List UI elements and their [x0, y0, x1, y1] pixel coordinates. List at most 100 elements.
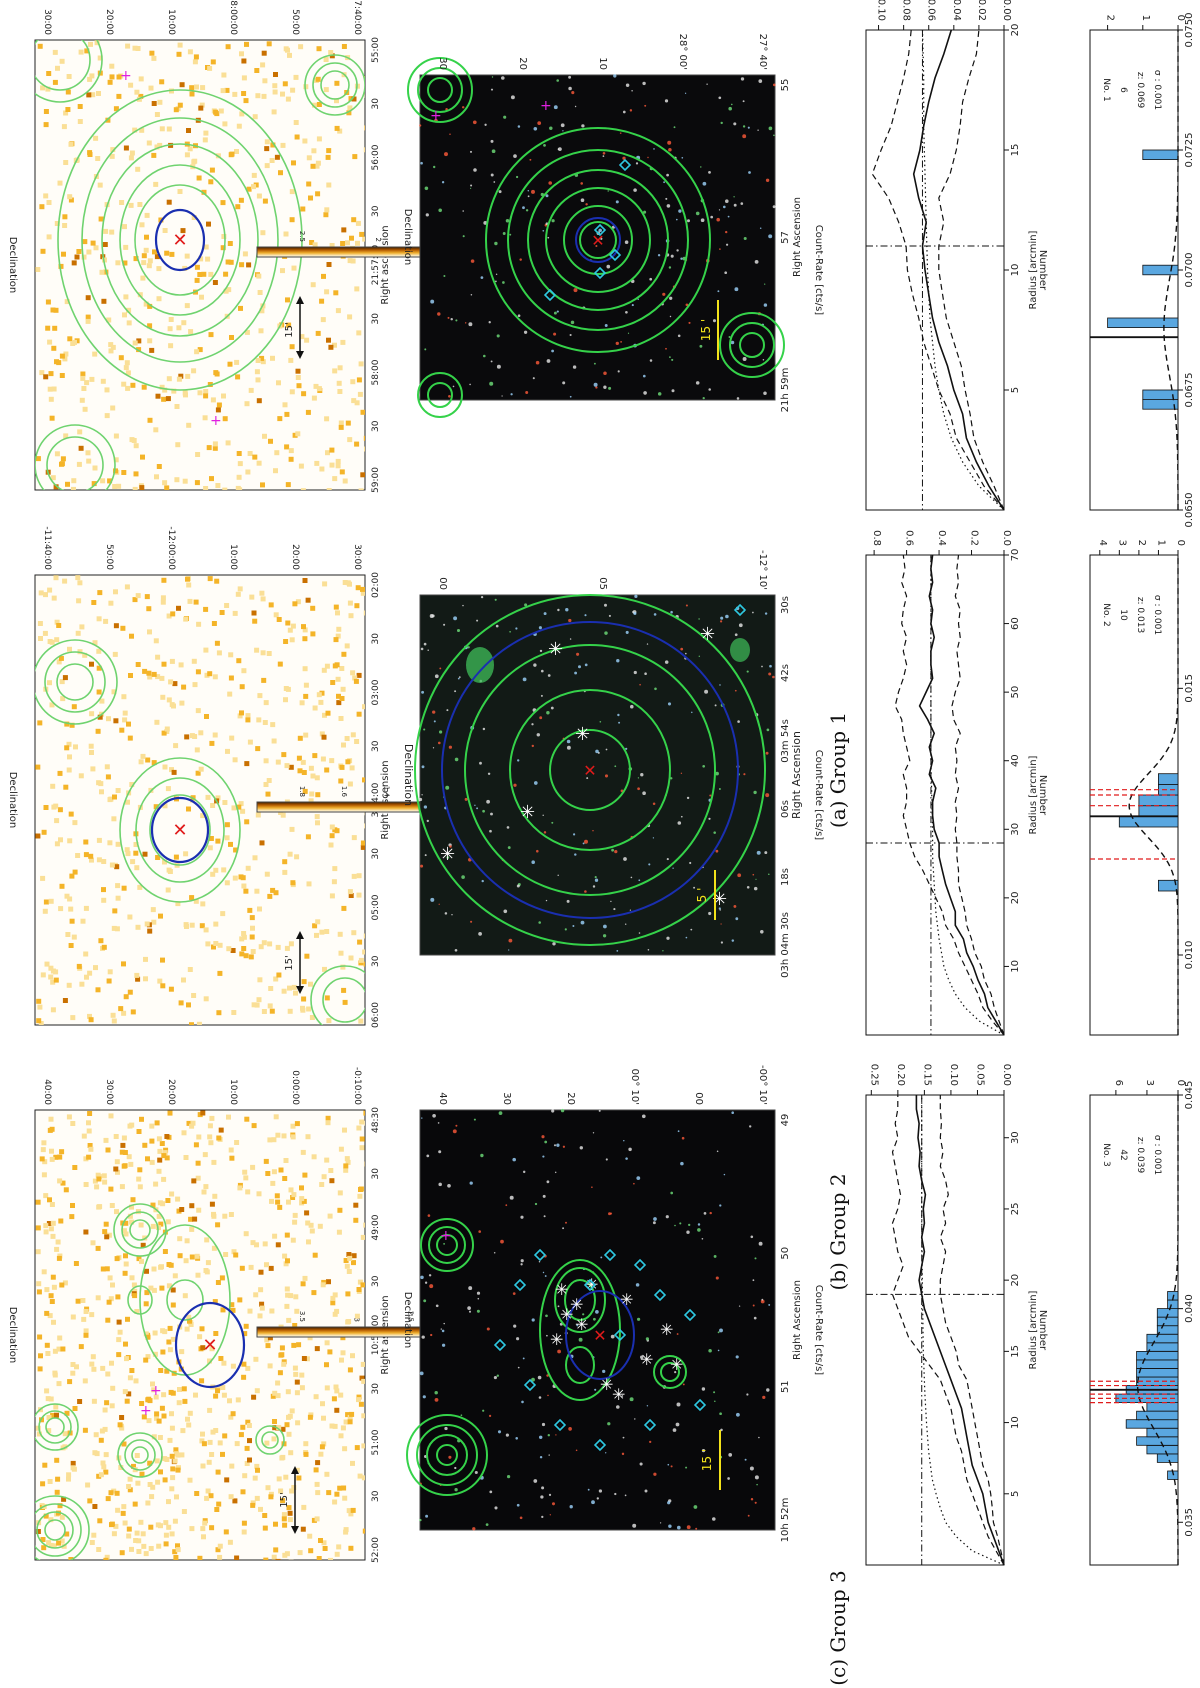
star — [700, 218, 705, 223]
star — [728, 106, 732, 111]
xray-pixel — [288, 1293, 294, 1299]
xray-pixel — [289, 637, 295, 643]
star — [676, 1402, 681, 1407]
star — [538, 1261, 541, 1263]
colorbar-tick-label: 2.5 — [298, 231, 306, 242]
xray-pixel — [56, 1540, 62, 1546]
star — [498, 1111, 503, 1115]
star — [489, 381, 494, 386]
xray-pixel — [262, 433, 267, 439]
star — [515, 175, 519, 179]
star — [742, 357, 747, 361]
xray-pixel — [98, 216, 104, 222]
xray-pixel — [98, 1437, 104, 1443]
ra-tick-label: 30 — [371, 1275, 381, 1287]
xray-pixel — [96, 616, 102, 622]
xray-pixel — [195, 708, 201, 714]
xray-pixel — [149, 1494, 155, 1500]
xray-pixel — [106, 1232, 112, 1238]
star — [420, 161, 423, 165]
star — [433, 720, 436, 723]
star — [490, 812, 493, 816]
star — [725, 243, 729, 246]
star — [735, 1412, 740, 1417]
xray-pixel — [268, 602, 274, 608]
xray-pixel — [324, 1471, 330, 1477]
xray-pixel — [197, 1334, 203, 1340]
star — [717, 290, 720, 293]
xray-pixel — [268, 438, 273, 444]
xray-pixel — [184, 734, 190, 740]
star — [494, 1506, 498, 1510]
xray-pixel — [176, 1400, 182, 1406]
star — [720, 620, 723, 623]
xray-pixel — [144, 212, 150, 218]
xray-pixel — [158, 1368, 164, 1373]
xray-pixel — [49, 702, 55, 708]
xray-pixel — [97, 55, 103, 61]
xray-pixel — [237, 586, 243, 592]
xray-pixel — [275, 759, 281, 765]
xray-pixel — [265, 1485, 271, 1491]
dec-tick-label: 10 — [597, 57, 608, 70]
xray-pixel — [66, 767, 72, 773]
y-tick-label: 2 — [1105, 15, 1116, 21]
xray-pixel — [120, 1510, 126, 1516]
xray-pixel — [142, 668, 148, 674]
xray-pixel — [108, 1186, 114, 1192]
xray-pixel — [364, 1120, 365, 1126]
star — [688, 321, 691, 324]
xray-pixel — [339, 666, 345, 671]
xray-pixel — [43, 1513, 49, 1519]
xray-pixel — [193, 898, 199, 904]
xray-pixel — [107, 840, 113, 846]
xray-pixel — [296, 1475, 302, 1481]
xray-pixel — [297, 768, 303, 774]
star — [763, 391, 767, 396]
xray-pixel — [186, 806, 191, 812]
xray-pixel — [244, 1461, 250, 1466]
star — [752, 1279, 755, 1282]
xray-pixel — [134, 1309, 140, 1314]
star — [426, 1154, 430, 1158]
star — [708, 171, 711, 174]
xray-pixel — [134, 1530, 140, 1536]
star — [533, 1479, 538, 1483]
xray-pixel — [71, 704, 77, 710]
xray-pixel — [162, 764, 168, 770]
star — [604, 631, 608, 635]
xray-pixel — [269, 1198, 274, 1204]
xray-pixel — [99, 789, 104, 795]
star-asterisks: ✳✳✳ ✳✳✳ ✳✳✳ ✳✳✳ — [550, 1275, 683, 1404]
svg-text:✳: ✳ — [570, 1295, 583, 1314]
xray-pixel — [282, 869, 288, 875]
star — [580, 198, 585, 202]
xray-pixel — [121, 1010, 127, 1016]
xray-pixel — [250, 1502, 256, 1508]
xray-pixel — [105, 117, 111, 123]
star — [427, 649, 429, 651]
star — [728, 336, 731, 338]
svg-text:✳: ✳ — [440, 844, 455, 865]
xray-pixel — [178, 373, 184, 379]
star — [769, 664, 772, 668]
xray-pixel — [334, 98, 339, 104]
histogram-bar — [1136, 1436, 1179, 1446]
star — [482, 809, 485, 813]
xray-pixel — [281, 1512, 287, 1518]
xray-pixel — [101, 887, 106, 893]
star — [629, 109, 633, 112]
star — [452, 385, 455, 388]
xray-pixel — [235, 1397, 241, 1403]
star — [617, 713, 620, 717]
xray-pixel — [287, 1008, 293, 1014]
xray-pixel — [114, 1256, 120, 1262]
star — [668, 148, 672, 152]
xray-pixel — [311, 1517, 317, 1523]
xray-pixel — [115, 895, 121, 901]
xray-contours — [35, 40, 365, 490]
y-axis-label: Count-Rate [cts/s] — [813, 750, 824, 841]
xray-pixel — [58, 837, 63, 843]
xray-pixel — [76, 963, 82, 969]
star — [635, 162, 639, 165]
